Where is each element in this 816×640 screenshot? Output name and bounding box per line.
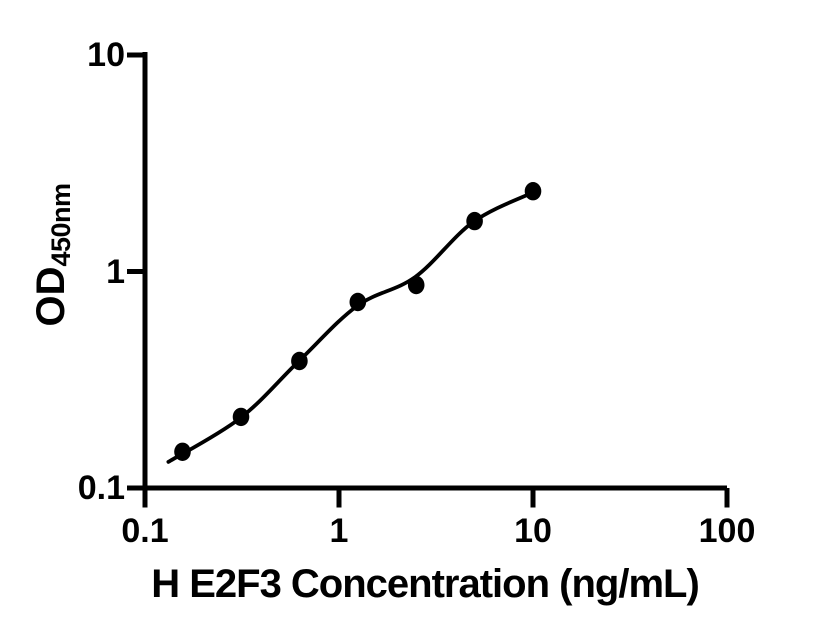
data-point-2: [232, 407, 250, 427]
x-tick-label-100: 100: [698, 512, 756, 550]
data-point-3: [291, 351, 308, 371]
y-tick-label-0.1: 0.1: [77, 469, 125, 507]
data-point-4: [349, 292, 367, 312]
x-axis-title: H E2F3 Concentration (ng/mL): [151, 562, 700, 606]
y-axis-title-subscript: 450nm: [46, 183, 76, 267]
x-tick-label-1: 1: [329, 512, 349, 550]
fit-curve-line: [166, 190, 534, 464]
y-tick-label-10: 10: [87, 36, 125, 74]
x-tick-label-0.1: 0.1: [121, 512, 169, 550]
x-tick-label-10: 10: [514, 512, 552, 550]
data-point-1: [174, 442, 191, 461]
y-tick-label-1: 1: [106, 252, 125, 291]
y-axis-title: OD450nm: [26, 135, 76, 375]
data-point-6: [466, 211, 483, 231]
y-axis-title-main: OD: [29, 266, 73, 327]
data-point-7: [524, 182, 542, 201]
data-point-5: [407, 275, 425, 295]
